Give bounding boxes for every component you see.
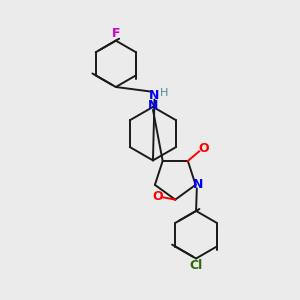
Text: N: N [148, 99, 158, 112]
Text: N: N [149, 88, 160, 101]
Text: O: O [198, 142, 209, 155]
Text: F: F [112, 27, 120, 40]
Text: O: O [152, 190, 163, 203]
Text: H: H [160, 88, 168, 98]
Text: Cl: Cl [189, 260, 203, 272]
Text: N: N [193, 178, 203, 191]
